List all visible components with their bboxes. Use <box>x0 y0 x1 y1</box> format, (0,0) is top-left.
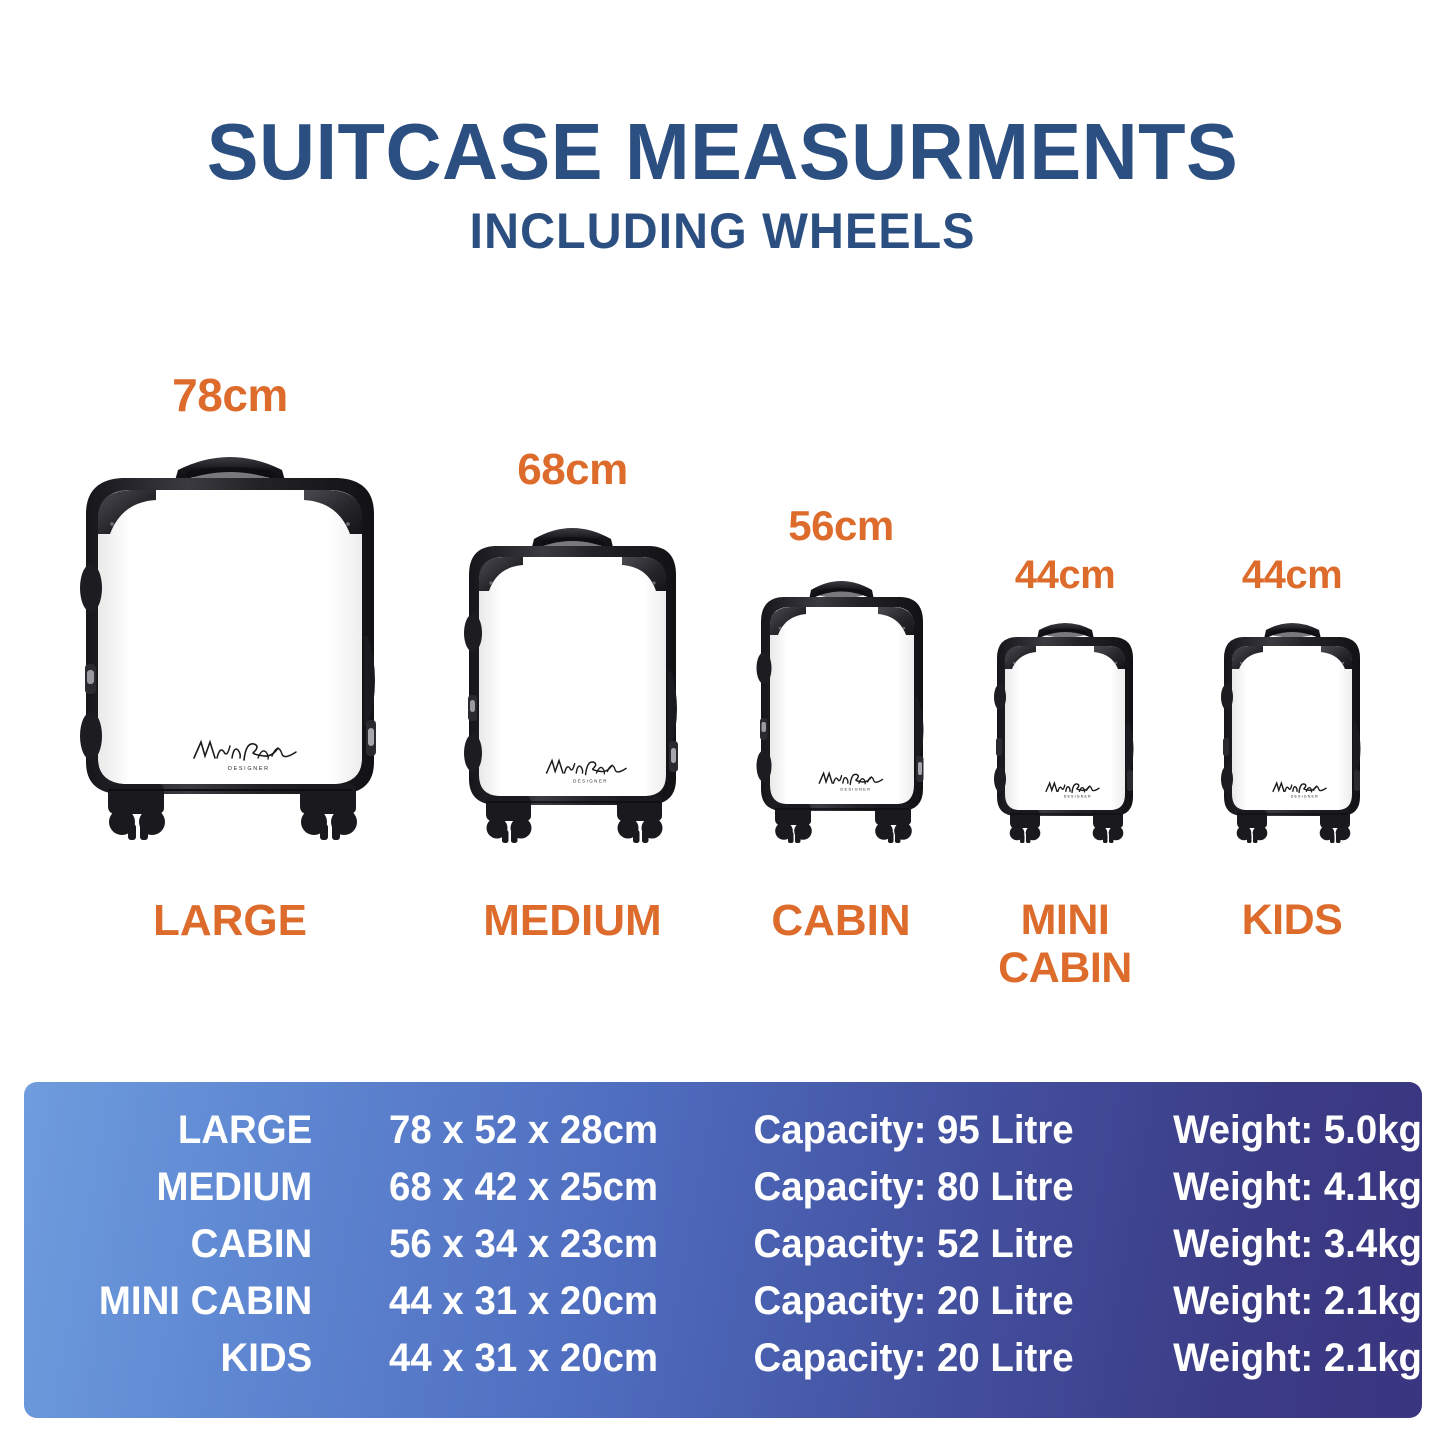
spec-weight: Weight: 2.1kg <box>1173 1336 1422 1380</box>
suitcase-image-cabin: DESIGNER <box>745 570 937 850</box>
table-row: MEDIUM 68 x 42 x 25cm Capacity: 80 Litre… <box>24 1165 1422 1222</box>
suitcase-image-large: DESIGNER <box>60 440 400 850</box>
suitcase-item-mini-cabin[interactable]: 44cm <box>985 553 1145 992</box>
spec-name: MINI CABIN <box>98 1279 313 1323</box>
suitcase-lineup: 78cm <box>60 369 1372 992</box>
spec-capacity: Capacity: 95 Litre <box>753 1108 1074 1152</box>
spec-weight: Weight: 3.4kg <box>1173 1222 1422 1266</box>
table-row: KIDS 44 x 31 x 20cm Capacity: 20 Litre W… <box>24 1336 1422 1393</box>
page-header: SUITCASE MEASURMENTS INCLUDING WHEELS <box>0 107 1445 259</box>
spec-capacity: Capacity: 80 Litre <box>753 1165 1074 1209</box>
spec-dimensions: 56 x 34 x 23cm <box>389 1222 659 1266</box>
suitcase-item-large[interactable]: 78cm <box>60 369 400 945</box>
suitcase-image-kids: DESIGNER <box>1212 615 1372 850</box>
suitcase-name-cabin: CABIN <box>745 896 937 945</box>
spec-weight: Weight: 5.0kg <box>1173 1108 1422 1152</box>
spec-capacity: Capacity: 20 Litre <box>753 1279 1074 1323</box>
spec-dimensions: 44 x 31 x 20cm <box>389 1279 659 1323</box>
dimension-label-cabin: 56cm <box>788 502 894 549</box>
table-row: LARGE 78 x 52 x 28cm Capacity: 95 Litre … <box>24 1108 1422 1165</box>
dimension-label-large: 78cm <box>172 369 288 421</box>
dimension-label-kids: 44cm <box>1241 553 1343 597</box>
suitcase-item-cabin[interactable]: 56cm <box>745 502 937 945</box>
page-title: SUITCASE MEASURMENTS <box>206 107 1239 196</box>
spec-capacity: Capacity: 52 Litre <box>753 1222 1074 1266</box>
suitcase-name-line: MEDIUM <box>483 896 662 945</box>
suitcase-name-kids: KIDS <box>1212 896 1372 944</box>
dimension-label-medium: 68cm <box>517 445 628 494</box>
suitcase-name-line: CABIN <box>771 896 911 945</box>
suitcase-name-large: LARGE <box>60 896 400 945</box>
spec-table-rows: LARGE 78 x 52 x 28cm Capacity: 95 Litre … <box>24 1108 1422 1393</box>
suitcase-name-line: CABIN <box>998 944 1132 993</box>
page-subtitle: INCLUDING WHEELS <box>469 203 976 259</box>
table-row: MINI CABIN 44 x 31 x 20cm Capacity: 20 L… <box>24 1279 1422 1336</box>
suitcase-name-medium: MEDIUM <box>450 896 695 945</box>
spec-dimensions: 68 x 42 x 25cm <box>389 1165 659 1209</box>
spec-weight: Weight: 2.1kg <box>1173 1279 1422 1323</box>
spec-name: LARGE <box>177 1108 313 1152</box>
spec-weight: Weight: 4.1kg <box>1173 1165 1422 1209</box>
spec-name: CABIN <box>190 1222 313 1266</box>
suitcase-name-line: KIDS <box>1241 896 1343 944</box>
suitcase-name-line: MINI <box>1020 896 1110 944</box>
spec-capacity: Capacity: 20 Litre <box>753 1336 1074 1380</box>
dimension-label-mini-cabin: 44cm <box>1014 553 1116 597</box>
suitcase-name-line: LARGE <box>153 896 307 945</box>
spec-dimensions: 44 x 31 x 20cm <box>389 1336 659 1380</box>
suitcase-item-medium[interactable]: 68cm <box>450 445 695 945</box>
spec-name: KIDS <box>220 1336 313 1380</box>
suitcase-image-medium: DESIGNER <box>450 515 695 850</box>
spec-dimensions: 78 x 52 x 28cm <box>389 1108 659 1152</box>
table-row: CABIN 56 x 34 x 23cm Capacity: 52 Litre … <box>24 1222 1422 1279</box>
suitcase-name-mini-cabin: MINI CABIN <box>985 896 1145 992</box>
suitcase-image-mini-cabin: DESIGNER <box>985 615 1145 850</box>
spec-table-panel: LARGE 78 x 52 x 28cm Capacity: 95 Litre … <box>24 1082 1422 1418</box>
spec-name: MEDIUM <box>156 1165 313 1209</box>
suitcase-item-kids[interactable]: 44cm <box>1212 553 1372 944</box>
